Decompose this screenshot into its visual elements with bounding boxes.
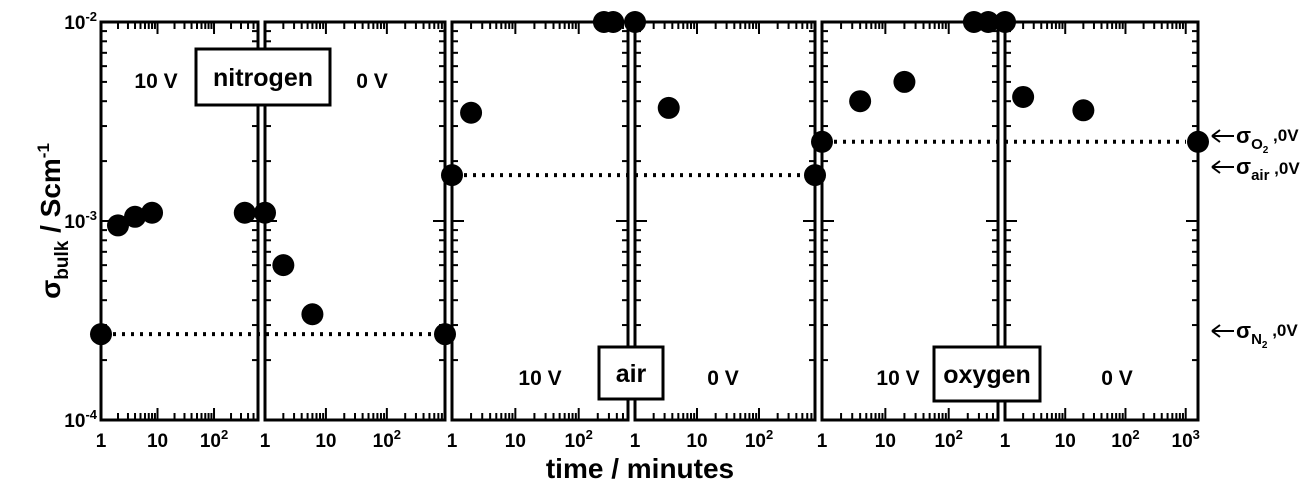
data-point xyxy=(90,323,112,346)
voltage-label: 0 V xyxy=(707,367,739,390)
x-tick-label: 10 xyxy=(686,431,707,452)
x-tick-label: 10 xyxy=(147,431,168,452)
voltage-label: 0 V xyxy=(1101,367,1133,390)
data-point xyxy=(893,70,916,93)
data-point xyxy=(124,205,147,228)
x-tick-label: 10 xyxy=(505,431,526,452)
data-point xyxy=(657,96,680,119)
x-tick-label: 102 xyxy=(200,427,228,452)
gas-label: oxygen xyxy=(943,361,1031,389)
y-tick-label: 10-3 xyxy=(64,208,97,233)
reference-label: σN2 ,0V xyxy=(1236,318,1298,351)
x-tick-label: 10 xyxy=(875,431,896,452)
y-axis-title: σbulk / Scm-1 xyxy=(34,143,73,299)
data-point xyxy=(994,11,1016,33)
x-tick-label: 1 xyxy=(630,431,641,452)
x-tick-label: 102 xyxy=(373,427,401,452)
reference-label: σair ,0V xyxy=(1236,154,1300,184)
data-point xyxy=(602,11,625,33)
gas-label: air xyxy=(616,360,647,388)
data-point xyxy=(977,11,1000,33)
data-point xyxy=(141,201,164,224)
data-point xyxy=(107,214,130,237)
data-point xyxy=(272,254,295,277)
data-point xyxy=(460,101,483,124)
voltage-label: 10 V xyxy=(876,367,919,390)
data-point xyxy=(254,201,276,224)
voltage-label: 10 V xyxy=(518,367,561,390)
reference-arrow-head xyxy=(1211,129,1221,143)
gas-label-box xyxy=(932,345,1042,403)
x-tick-label: 103 xyxy=(1172,427,1200,452)
gas-label-box xyxy=(194,47,332,107)
gas-label-box xyxy=(597,345,665,401)
y-tick-label: 10-2 xyxy=(64,9,97,34)
data-point xyxy=(811,130,833,153)
x-tick-label: 10 xyxy=(315,431,336,452)
gas-label: nitrogen xyxy=(213,64,313,92)
x-axis-title: time / minutes xyxy=(546,453,734,484)
x-tick-label: 1 xyxy=(96,431,107,452)
x-tick-label: 10 xyxy=(1055,431,1076,452)
x-tick-label: 1 xyxy=(447,431,458,452)
x-tick-label: 102 xyxy=(565,427,593,452)
x-tick-label: 1 xyxy=(817,431,828,452)
data-point xyxy=(441,164,463,187)
x-tick-label: 102 xyxy=(745,427,773,452)
data-point xyxy=(1012,85,1035,108)
data-point xyxy=(233,201,256,224)
reference-label: σO2 ,0V xyxy=(1236,123,1299,156)
data-point xyxy=(624,11,646,33)
voltage-label: 0 V xyxy=(356,70,388,93)
reference-arrow-head xyxy=(1211,160,1221,174)
data-point xyxy=(1072,99,1095,122)
data-point xyxy=(849,90,872,113)
x-tick-label: 102 xyxy=(935,427,963,452)
x-tick-label: 102 xyxy=(1111,427,1139,452)
data-point xyxy=(1187,130,1209,153)
voltage-label: 10 V xyxy=(134,70,177,93)
data-point xyxy=(301,303,324,326)
x-tick-label: 1 xyxy=(260,431,271,452)
y-tick-label: 10-4 xyxy=(64,407,97,432)
x-tick-label: 1 xyxy=(1000,431,1011,452)
reference-arrow-head xyxy=(1211,324,1221,338)
